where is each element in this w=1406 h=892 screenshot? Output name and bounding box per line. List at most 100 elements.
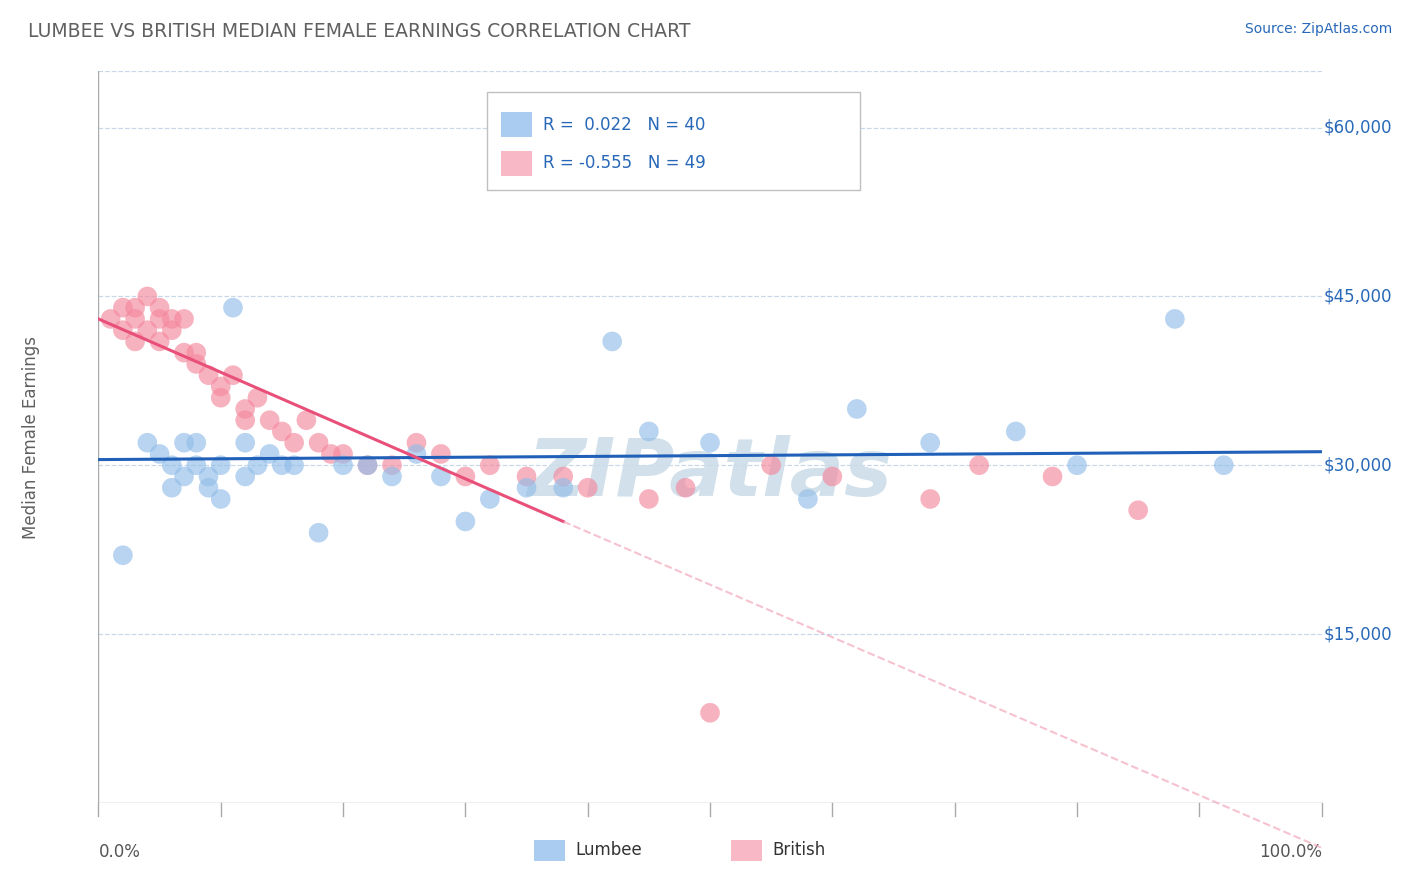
Text: Source: ZipAtlas.com: Source: ZipAtlas.com — [1244, 22, 1392, 37]
Point — [478, 491, 501, 506]
Point — [478, 458, 501, 473]
Point — [124, 312, 146, 326]
Point — [222, 301, 245, 315]
Point — [149, 301, 172, 315]
Point — [186, 435, 208, 450]
Point — [553, 469, 575, 483]
Text: 100.0%: 100.0% — [1258, 843, 1322, 861]
Point — [637, 425, 661, 439]
Point — [295, 413, 318, 427]
Text: LUMBEE VS BRITISH MEDIAN FEMALE EARNINGS CORRELATION CHART: LUMBEE VS BRITISH MEDIAN FEMALE EARNINGS… — [28, 22, 690, 41]
Point — [209, 491, 232, 506]
Point — [1042, 469, 1064, 483]
Point — [699, 706, 721, 720]
Point — [197, 368, 219, 383]
Point — [454, 469, 477, 483]
Point — [233, 435, 256, 450]
Point — [111, 323, 134, 337]
Point — [160, 312, 183, 326]
Point — [761, 458, 783, 473]
Point — [124, 334, 146, 349]
Point — [160, 458, 183, 473]
Text: 0.0%: 0.0% — [98, 843, 141, 861]
Point — [1066, 458, 1088, 473]
Point — [1212, 458, 1234, 473]
Point — [160, 323, 183, 337]
Point — [332, 458, 354, 473]
Text: British: British — [772, 841, 825, 859]
Point — [173, 435, 195, 450]
Point — [197, 469, 219, 483]
Text: $30,000: $30,000 — [1324, 456, 1393, 475]
Point — [381, 469, 404, 483]
Point — [553, 481, 575, 495]
Point — [233, 469, 256, 483]
Point — [100, 312, 122, 326]
Point — [381, 458, 404, 473]
Point — [136, 435, 159, 450]
Point — [246, 391, 269, 405]
Point — [332, 447, 354, 461]
Point — [1164, 312, 1187, 326]
Point — [283, 435, 305, 450]
Point — [356, 458, 378, 473]
Point — [283, 458, 305, 473]
Point — [920, 491, 942, 506]
Point — [454, 515, 477, 529]
Point — [270, 458, 294, 473]
Point — [430, 469, 453, 483]
Text: ZIPatlas: ZIPatlas — [527, 434, 893, 513]
Point — [515, 481, 537, 495]
Point — [430, 447, 453, 461]
Point — [600, 334, 623, 349]
Text: R =  0.022   N = 40: R = 0.022 N = 40 — [543, 116, 706, 134]
Point — [515, 469, 537, 483]
Point — [173, 312, 195, 326]
Point — [111, 301, 134, 315]
Point — [160, 481, 183, 495]
Point — [197, 481, 219, 495]
Point — [405, 447, 427, 461]
Point — [1004, 425, 1026, 439]
Point — [637, 491, 661, 506]
Point — [233, 401, 256, 416]
Point — [319, 447, 342, 461]
Point — [149, 334, 172, 349]
Point — [222, 368, 245, 383]
Point — [845, 401, 868, 416]
Point — [356, 458, 378, 473]
Point — [209, 458, 232, 473]
Text: $15,000: $15,000 — [1324, 625, 1393, 643]
Point — [920, 435, 942, 450]
Point — [186, 357, 208, 371]
Text: $45,000: $45,000 — [1324, 287, 1392, 305]
Point — [124, 301, 146, 315]
Point — [405, 435, 427, 450]
Point — [1128, 503, 1150, 517]
Point — [149, 312, 172, 326]
Text: R = -0.555   N = 49: R = -0.555 N = 49 — [543, 154, 706, 172]
Point — [186, 458, 208, 473]
Point — [576, 481, 599, 495]
Point — [675, 481, 697, 495]
Point — [209, 379, 232, 393]
Point — [797, 491, 820, 506]
Text: Median Female Earnings: Median Female Earnings — [22, 335, 41, 539]
Point — [259, 413, 281, 427]
Point — [111, 548, 134, 562]
Point — [967, 458, 990, 473]
Point — [186, 345, 208, 359]
Point — [173, 469, 195, 483]
Point — [246, 458, 269, 473]
Point — [136, 289, 159, 303]
Point — [259, 447, 281, 461]
Point — [233, 413, 256, 427]
Text: Lumbee: Lumbee — [575, 841, 641, 859]
Point — [699, 435, 721, 450]
Point — [209, 391, 232, 405]
Point — [308, 525, 330, 540]
Point — [136, 323, 159, 337]
Point — [270, 425, 294, 439]
Text: $60,000: $60,000 — [1324, 119, 1392, 136]
Point — [149, 447, 172, 461]
